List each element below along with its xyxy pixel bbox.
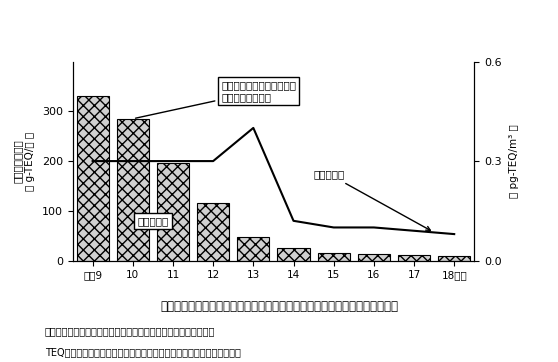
Bar xyxy=(117,119,149,261)
Text: 焼　却　炉: 焼 却 炉 xyxy=(137,216,169,226)
Text: 図１　埼玉県における大気へのダイオキシン排出推計量と大気中濃度の推移: 図１ 埼玉県における大気へのダイオキシン排出推計量と大気中濃度の推移 xyxy=(160,300,398,313)
Bar xyxy=(438,256,470,261)
Bar xyxy=(237,237,270,261)
Text: 埼玉県環境部青空再生課による推計と調査結果を基に図示した。: 埼玉県環境部青空再生課による推計と調査結果を基に図示した。 xyxy=(45,326,215,336)
Bar xyxy=(358,254,390,261)
Bar xyxy=(197,203,229,261)
Bar xyxy=(398,255,430,261)
Text: スクラップの金属溶解工程
　野外焼却　など: スクラップの金属溶解工程 野外焼却 など xyxy=(136,81,296,118)
Text: TEQは、毒性を考慮して算出した濃度であることを明示するための記号: TEQは、毒性を考慮して算出した濃度であることを明示するための記号 xyxy=(45,348,240,358)
Y-axis label: （ pg-TEQ/m³ ）: （ pg-TEQ/m³ ） xyxy=(508,124,518,198)
Y-axis label: 大気への排出量
（ g-TEQ/年 ）: 大気への排出量 （ g-TEQ/年 ） xyxy=(13,131,35,191)
Bar xyxy=(318,253,350,261)
Text: 大気中濃度: 大気中濃度 xyxy=(314,169,430,230)
Bar xyxy=(76,96,109,261)
Bar xyxy=(157,163,189,261)
Bar xyxy=(277,248,310,261)
